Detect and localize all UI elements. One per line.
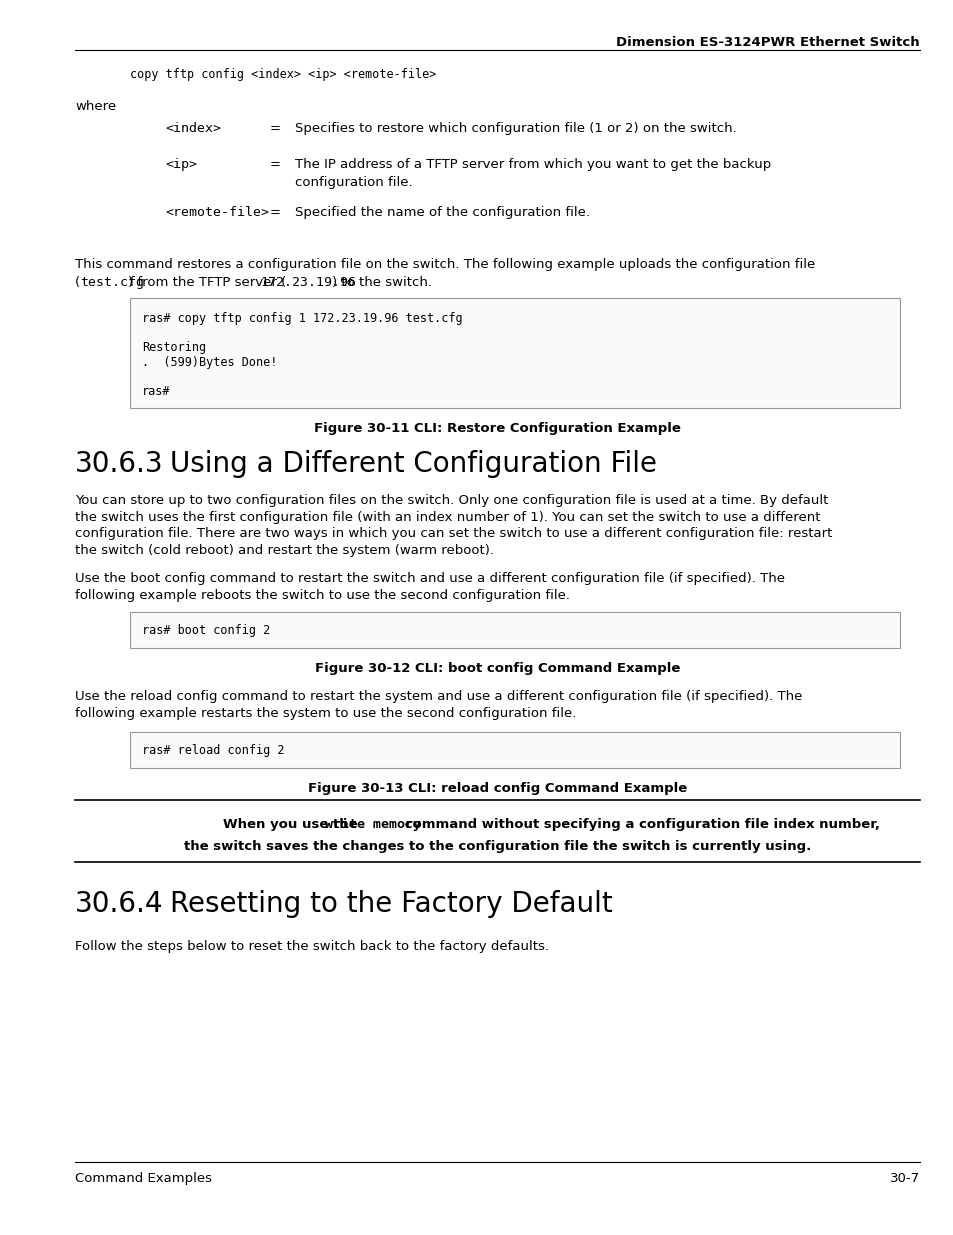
Text: configuration file. There are two ways in which you can set the switch to use a : configuration file. There are two ways i… [75, 527, 832, 540]
Text: following example reboots the switch to use the second configuration file.: following example reboots the switch to … [75, 589, 569, 601]
Text: the switch saves the changes to the configuration file the switch is currently u: the switch saves the changes to the conf… [184, 840, 810, 853]
Text: following example restarts the system to use the second configuration file.: following example restarts the system to… [75, 706, 576, 720]
Text: Using a Different Configuration File: Using a Different Configuration File [170, 450, 657, 478]
Text: <remote-file>: <remote-file> [165, 206, 269, 219]
Text: =: = [270, 122, 281, 135]
Text: =: = [270, 206, 281, 219]
Text: 30.6.3: 30.6.3 [75, 450, 164, 478]
Text: write memory: write memory [324, 818, 420, 831]
Text: This command restores a configuration file on the switch. The following example : This command restores a configuration fi… [75, 258, 815, 270]
Text: ras# copy tftp config 1 172.23.19.96 test.cfg: ras# copy tftp config 1 172.23.19.96 tes… [142, 312, 462, 325]
Text: ) to the switch.: ) to the switch. [333, 275, 432, 289]
Text: ras#: ras# [142, 384, 171, 398]
Text: ras# boot config 2: ras# boot config 2 [142, 624, 270, 637]
Text: Follow the steps below to reset the switch back to the factory defaults.: Follow the steps below to reset the swit… [75, 940, 548, 953]
Text: Dimension ES-3124PWR Ethernet Switch: Dimension ES-3124PWR Ethernet Switch [616, 36, 919, 49]
Text: 172.23.19.96: 172.23.19.96 [260, 275, 356, 289]
Text: Figure 30-13 CLI: reload config Command Example: Figure 30-13 CLI: reload config Command … [308, 782, 686, 795]
Text: configuration file.: configuration file. [294, 177, 413, 189]
Text: <index>: <index> [165, 122, 221, 135]
Text: Restoring: Restoring [142, 341, 206, 354]
Text: Command Examples: Command Examples [75, 1172, 212, 1186]
Text: The IP address of a TFTP server from which you want to get the backup: The IP address of a TFTP server from whi… [294, 158, 770, 170]
Text: the switch (cold reboot) and restart the system (warm reboot).: the switch (cold reboot) and restart the… [75, 543, 494, 557]
Text: Figure 30-11 CLI: Restore Configuration Example: Figure 30-11 CLI: Restore Configuration … [314, 422, 680, 435]
Text: 30-7: 30-7 [889, 1172, 919, 1186]
Text: copy tftp config <index> <ip> <remote-file>: copy tftp config <index> <ip> <remote-fi… [130, 68, 436, 82]
Text: Resetting to the Factory Default: Resetting to the Factory Default [170, 890, 612, 918]
Text: ras# reload config 2: ras# reload config 2 [142, 743, 284, 757]
Bar [130, 732, 899, 768]
Text: .  (599)Bytes Done!: . (599)Bytes Done! [142, 356, 277, 368]
Text: =: = [270, 158, 281, 170]
Text: <ip>: <ip> [165, 158, 196, 170]
Text: Figure 30-12 CLI: boot config Command Example: Figure 30-12 CLI: boot config Command Ex… [314, 662, 679, 676]
Text: Specified the name of the configuration file.: Specified the name of the configuration … [294, 206, 589, 219]
Text: Use the boot config command to restart the switch and use a different configurat: Use the boot config command to restart t… [75, 572, 784, 585]
Bar [130, 298, 899, 408]
Text: Use the reload config command to restart the system and use a different configur: Use the reload config command to restart… [75, 690, 801, 703]
Text: test.cfg: test.cfg [80, 275, 144, 289]
Bar [130, 613, 899, 648]
Text: ) from the TFTP server (: ) from the TFTP server ( [129, 275, 287, 289]
Text: When you use the: When you use the [222, 818, 361, 831]
Text: (: ( [75, 275, 80, 289]
Text: command without specifying a configuration file index number,: command without specifying a configurati… [400, 818, 880, 831]
Text: You can store up to two configuration files on the switch. Only one configuratio: You can store up to two configuration fi… [75, 494, 827, 508]
Text: Specifies to restore which configuration file (1 or 2) on the switch.: Specifies to restore which configuration… [294, 122, 736, 135]
Text: 30.6.4: 30.6.4 [75, 890, 163, 918]
Text: where: where [75, 100, 116, 112]
Text: the switch uses the first configuration file (with an index number of 1). You ca: the switch uses the first configuration … [75, 510, 820, 524]
